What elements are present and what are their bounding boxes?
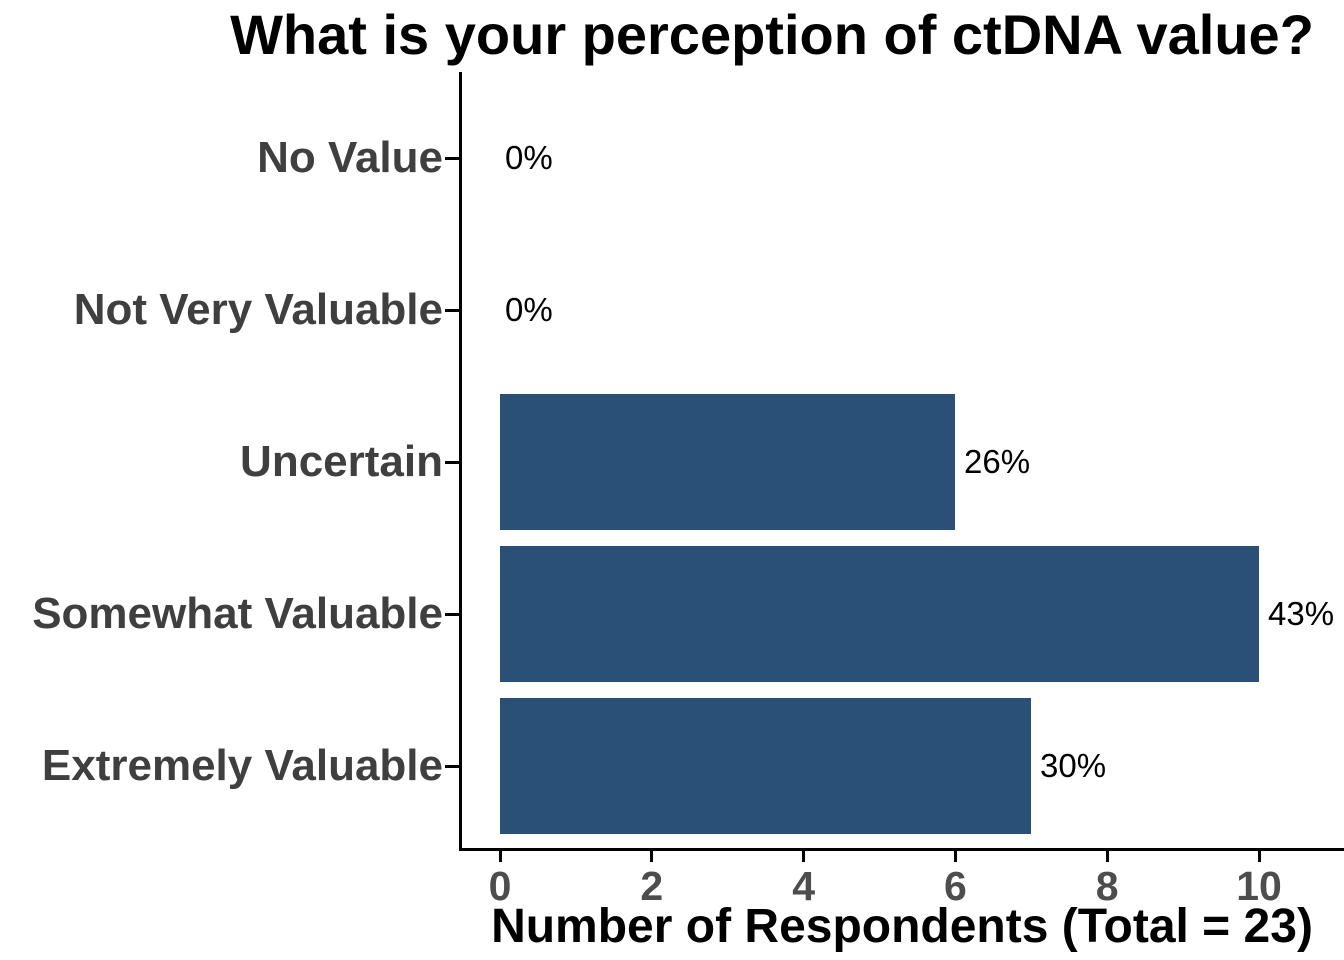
x-tick-label: 2 [640, 863, 664, 909]
x-tick-mark [1105, 851, 1109, 862]
bar-value-label: 0% [505, 291, 553, 328]
x-tick-mark [953, 851, 957, 862]
chart-title: What is your perception of ctDNA value? [230, 3, 1314, 66]
bar [500, 394, 955, 530]
category-label: Somewhat Valuable [32, 589, 443, 638]
bar-value-label: 30% [1040, 747, 1107, 784]
x-tick-label: 6 [943, 863, 967, 909]
y-tick-mark [445, 461, 459, 464]
y-tick-mark [445, 309, 459, 312]
y-tick-mark [445, 613, 459, 616]
category-label: Extremely Valuable [41, 741, 443, 790]
x-tick-mark [1257, 851, 1261, 862]
y-tick-mark [445, 765, 459, 768]
x-axis-label: Number of Respondents (Total = 23) [491, 900, 1313, 953]
y-tick-mark [445, 157, 459, 160]
x-tick-mark [650, 851, 654, 862]
x-tick-label: 10 [1236, 863, 1282, 909]
x-tick-mark [498, 851, 502, 862]
category-label: Not Very Valuable [73, 285, 443, 334]
y-axis-line [459, 72, 462, 851]
x-tick-label: 8 [1095, 863, 1119, 909]
bar-value-label: 43% [1268, 595, 1335, 632]
x-axis-line [459, 848, 1344, 851]
bar [500, 546, 1259, 682]
bar-value-label: 0% [505, 139, 553, 176]
x-tick-label: 4 [792, 863, 815, 909]
category-label: Uncertain [240, 437, 443, 486]
bar [500, 698, 1031, 834]
bar-value-label: 26% [964, 443, 1031, 480]
x-tick-mark [802, 851, 806, 862]
x-tick-label: 0 [488, 863, 512, 909]
category-label: No Value [257, 133, 443, 182]
